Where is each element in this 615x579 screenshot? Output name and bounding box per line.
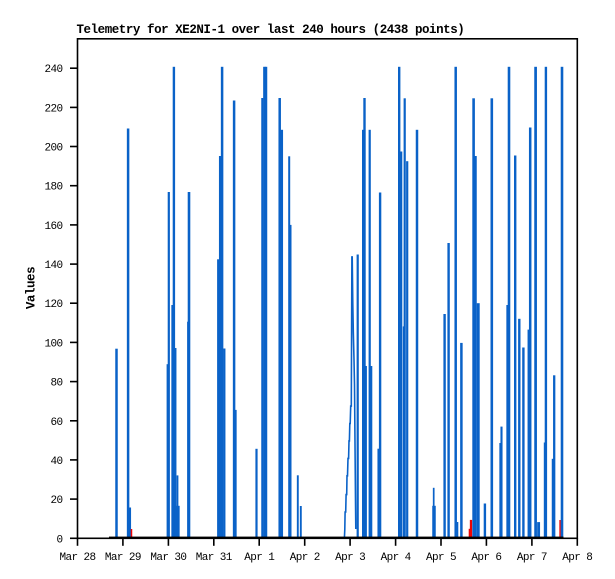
svg-text:Apr 7: Apr 7 [517, 552, 547, 564]
svg-text:200: 200 [44, 143, 62, 155]
svg-text:Apr 2: Apr 2 [290, 552, 320, 564]
svg-text:220: 220 [44, 103, 62, 115]
svg-text:Apr 6: Apr 6 [471, 552, 501, 564]
svg-text:240: 240 [44, 64, 62, 76]
svg-text:0: 0 [56, 534, 62, 546]
svg-text:160: 160 [44, 221, 62, 233]
svg-text:Mar 29: Mar 29 [105, 552, 141, 564]
svg-text:Values: Values [24, 267, 38, 309]
svg-text:80: 80 [50, 378, 62, 390]
svg-text:20: 20 [50, 495, 62, 507]
svg-text:Mar 30: Mar 30 [150, 552, 186, 564]
svg-text:Mar 28: Mar 28 [59, 552, 95, 564]
svg-text:40: 40 [50, 456, 62, 468]
svg-text:Apr 5: Apr 5 [426, 552, 456, 564]
svg-text:Apr 1: Apr 1 [244, 552, 275, 564]
svg-text:Mar 31: Mar 31 [196, 552, 233, 564]
svg-text:120: 120 [44, 299, 62, 311]
svg-text:Apr 4: Apr 4 [381, 552, 412, 564]
svg-text:Apr 3: Apr 3 [335, 552, 365, 564]
svg-text:180: 180 [44, 182, 62, 194]
svg-text:60: 60 [50, 417, 62, 429]
svg-text:100: 100 [44, 338, 62, 350]
svg-text:Telemetry for XE2NI-1 over las: Telemetry for XE2NI-1 over last 240 hour… [77, 23, 465, 37]
svg-text:Apr 8: Apr 8 [562, 552, 592, 564]
svg-text:140: 140 [44, 260, 62, 272]
